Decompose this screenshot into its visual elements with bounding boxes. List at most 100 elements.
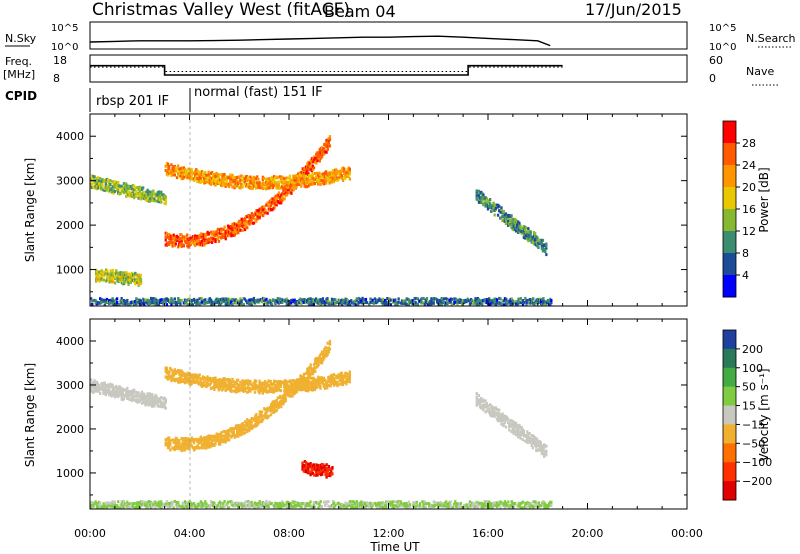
data-cell	[341, 380, 345, 383]
data-cell	[95, 271, 98, 275]
data-cell	[319, 176, 322, 180]
data-cell	[452, 297, 456, 301]
data-cell	[336, 301, 339, 305]
data-cell	[116, 301, 119, 304]
data-cell	[525, 303, 528, 306]
data-cell	[323, 464, 326, 468]
data-cell	[181, 439, 184, 443]
data-cell	[443, 303, 447, 307]
data-cell	[164, 375, 167, 379]
data-cell	[287, 183, 290, 187]
data-cell	[541, 246, 545, 250]
data-cell	[94, 184, 97, 188]
data-cell	[200, 300, 204, 303]
data-cell	[245, 179, 249, 183]
data-cell	[278, 503, 282, 507]
data-cell	[164, 243, 167, 247]
data-cell	[179, 240, 182, 244]
data-cell	[191, 303, 195, 307]
data-cell	[217, 439, 221, 443]
data-cell	[503, 416, 506, 420]
data-cell	[102, 188, 105, 192]
data-cell	[371, 298, 374, 302]
data-cell	[157, 500, 161, 504]
data-cell	[153, 399, 156, 403]
data-cell	[210, 378, 214, 382]
data-cell	[183, 169, 187, 173]
data-cell	[105, 383, 109, 387]
data-cell	[420, 300, 423, 304]
data-cell	[284, 379, 287, 383]
data-cell	[181, 235, 184, 239]
data-cell	[520, 425, 523, 429]
data-cell	[274, 383, 277, 387]
data-cell	[323, 147, 326, 150]
data-cell	[275, 203, 278, 207]
data-cell	[284, 390, 287, 394]
data-cell	[192, 378, 196, 382]
data-cell	[213, 301, 216, 305]
data-cell	[165, 438, 169, 442]
data-cell	[257, 389, 260, 393]
data-cell	[172, 233, 175, 237]
data-cell	[249, 387, 252, 391]
data-cell	[549, 302, 552, 306]
data-cell	[484, 204, 487, 208]
data-cell	[397, 297, 400, 301]
data-cell	[168, 370, 171, 374]
data-cell	[482, 398, 485, 402]
data-cell	[441, 299, 444, 303]
data-cell	[217, 239, 221, 243]
data-cell	[196, 171, 199, 175]
data-cell	[310, 469, 313, 473]
data-cell	[175, 440, 179, 444]
data-cell	[216, 237, 219, 241]
data-cell	[196, 169, 199, 173]
freq-panel-frame	[89, 54, 688, 83]
data-cell	[280, 381, 284, 384]
data-cell	[229, 298, 232, 302]
data-cell	[478, 191, 482, 195]
data-cell	[172, 369, 175, 373]
data-cell	[212, 230, 215, 234]
data-cell	[503, 218, 506, 222]
data-cell	[531, 441, 534, 445]
data-cell	[432, 299, 435, 303]
data-cell	[224, 230, 227, 234]
data-cell	[265, 297, 268, 301]
data-cell	[463, 299, 466, 302]
data-cell	[206, 444, 209, 448]
data-cell	[233, 186, 236, 190]
data-cell	[539, 440, 542, 444]
data-cell	[264, 299, 267, 302]
data-cell	[230, 389, 233, 393]
data-cell	[540, 444, 543, 448]
data-cell	[138, 394, 141, 398]
data-cell	[164, 169, 167, 172]
data-cell	[269, 390, 272, 393]
data-cell	[327, 172, 330, 175]
data-cell	[206, 441, 209, 445]
data-cell	[249, 175, 252, 179]
data-cell	[316, 171, 319, 175]
data-cell	[311, 174, 314, 178]
data-cell	[249, 186, 252, 190]
noise-left-tick-top: 10^5	[51, 23, 78, 34]
data-cell	[139, 281, 143, 285]
data-cell	[177, 173, 180, 177]
data-cell	[180, 171, 183, 175]
data-cell	[135, 273, 138, 277]
data-cell	[538, 240, 541, 244]
data-cell	[175, 501, 179, 504]
data-cell	[120, 301, 123, 305]
data-cell	[170, 163, 173, 167]
data-cell	[179, 174, 182, 178]
data-cell	[308, 387, 311, 391]
data-cell	[519, 224, 522, 228]
data-cell	[223, 173, 226, 176]
data-cell	[154, 194, 157, 198]
data-cell	[134, 186, 137, 190]
data-cell	[305, 165, 308, 169]
data-cell	[244, 506, 248, 509]
data-cell	[111, 185, 114, 189]
